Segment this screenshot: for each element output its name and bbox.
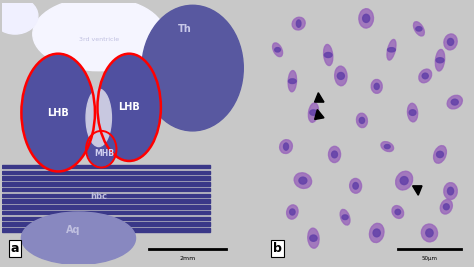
Ellipse shape (33, 0, 164, 71)
Bar (2, 165, 210, 168)
Ellipse shape (324, 53, 332, 57)
Ellipse shape (436, 58, 444, 63)
Bar (2, 182, 210, 186)
Ellipse shape (359, 9, 374, 28)
Text: Th: Th (178, 24, 192, 34)
Ellipse shape (384, 144, 390, 149)
Ellipse shape (440, 199, 452, 214)
Ellipse shape (337, 73, 345, 79)
Ellipse shape (435, 49, 445, 71)
Ellipse shape (273, 43, 283, 57)
Ellipse shape (395, 209, 401, 215)
Ellipse shape (342, 215, 348, 219)
Ellipse shape (310, 110, 317, 115)
Ellipse shape (374, 83, 379, 89)
Bar (2, 228, 210, 231)
Ellipse shape (275, 48, 281, 52)
Ellipse shape (400, 176, 408, 184)
Bar (2, 176, 210, 180)
Ellipse shape (388, 48, 395, 52)
Ellipse shape (308, 228, 319, 248)
Ellipse shape (419, 69, 432, 83)
Ellipse shape (0, 0, 38, 34)
Ellipse shape (387, 40, 396, 60)
Ellipse shape (447, 187, 454, 195)
Text: Aq: Aq (66, 225, 81, 235)
Polygon shape (315, 93, 324, 102)
Text: 3rd ventricle: 3rd ventricle (79, 37, 119, 42)
Ellipse shape (447, 95, 462, 109)
Ellipse shape (299, 177, 307, 184)
Ellipse shape (332, 151, 337, 158)
Ellipse shape (294, 173, 311, 189)
Ellipse shape (437, 151, 444, 158)
Bar (2, 222, 210, 226)
Ellipse shape (426, 229, 433, 237)
Ellipse shape (310, 235, 317, 241)
Ellipse shape (447, 38, 454, 45)
Ellipse shape (21, 212, 136, 264)
Text: hbc: hbc (90, 192, 107, 201)
Ellipse shape (373, 229, 380, 237)
Bar (2, 171, 210, 174)
Text: 2mm: 2mm (179, 257, 196, 261)
Ellipse shape (350, 178, 362, 193)
Text: b: b (273, 242, 282, 255)
Ellipse shape (289, 79, 296, 84)
Ellipse shape (381, 142, 393, 152)
Ellipse shape (409, 110, 416, 115)
Polygon shape (412, 186, 422, 195)
Ellipse shape (280, 140, 292, 154)
Ellipse shape (23, 55, 94, 170)
Ellipse shape (99, 55, 160, 160)
Ellipse shape (296, 20, 301, 27)
Ellipse shape (309, 103, 319, 122)
Ellipse shape (408, 103, 418, 122)
Ellipse shape (363, 14, 370, 22)
Ellipse shape (434, 146, 447, 163)
Ellipse shape (142, 5, 243, 131)
Ellipse shape (87, 132, 115, 166)
Ellipse shape (371, 80, 382, 93)
Ellipse shape (283, 143, 289, 150)
Bar (2, 194, 210, 197)
Ellipse shape (328, 146, 340, 163)
Ellipse shape (290, 209, 295, 215)
Ellipse shape (340, 209, 350, 225)
Ellipse shape (292, 17, 305, 30)
Bar (2, 211, 210, 214)
Ellipse shape (451, 99, 458, 105)
Text: LHB: LHB (118, 102, 140, 112)
Ellipse shape (287, 205, 298, 219)
Text: a: a (11, 242, 19, 255)
Ellipse shape (416, 27, 422, 31)
Bar (2, 188, 210, 191)
Ellipse shape (86, 89, 111, 147)
Ellipse shape (421, 224, 438, 242)
Ellipse shape (369, 223, 384, 242)
Ellipse shape (353, 183, 358, 189)
Ellipse shape (324, 44, 333, 66)
Ellipse shape (444, 183, 457, 199)
Text: MHB: MHB (94, 149, 114, 158)
Ellipse shape (396, 171, 413, 190)
Bar (2, 205, 210, 209)
Ellipse shape (422, 73, 428, 79)
Bar (2, 199, 210, 203)
Ellipse shape (335, 66, 347, 86)
Ellipse shape (392, 206, 404, 218)
Ellipse shape (356, 113, 367, 128)
Ellipse shape (413, 22, 424, 36)
Ellipse shape (444, 34, 457, 50)
Polygon shape (315, 109, 324, 119)
Text: LHB: LHB (47, 108, 69, 117)
Ellipse shape (288, 70, 297, 92)
Text: 50µm: 50µm (421, 257, 438, 261)
Bar (2, 217, 210, 220)
Ellipse shape (443, 204, 449, 210)
Ellipse shape (359, 117, 365, 123)
